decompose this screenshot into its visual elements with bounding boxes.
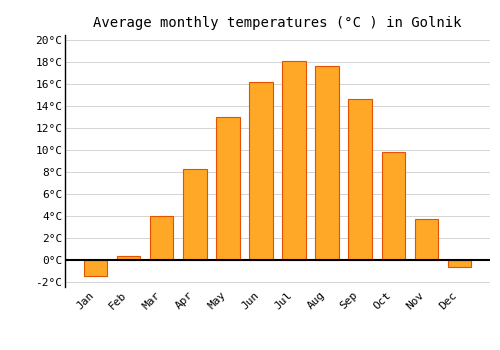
Bar <box>348 99 372 260</box>
Bar <box>414 219 438 260</box>
Bar <box>448 260 470 267</box>
Bar <box>184 169 206 260</box>
Bar <box>382 152 404 260</box>
Bar <box>150 216 174 260</box>
Bar <box>216 117 240 260</box>
Title: Average monthly temperatures (°C ) in Golnik: Average monthly temperatures (°C ) in Go… <box>93 16 462 30</box>
Bar <box>250 82 272 260</box>
Bar <box>316 66 338 260</box>
Bar <box>118 256 141 260</box>
Bar <box>84 260 108 276</box>
Bar <box>282 61 306 260</box>
